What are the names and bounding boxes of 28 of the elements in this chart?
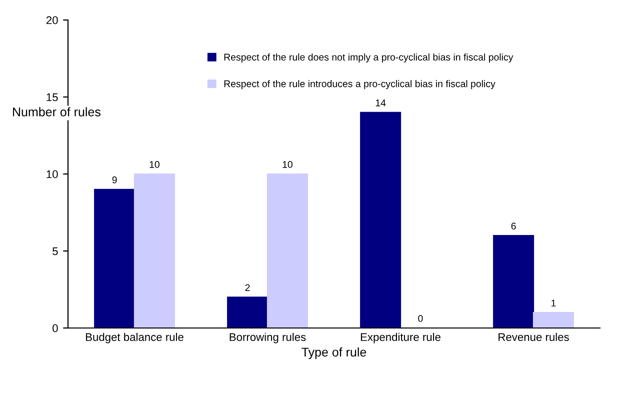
y-tick-label: 20 <box>46 16 58 24</box>
bar <box>532 312 574 328</box>
data-label: 1 <box>551 300 556 306</box>
data-label: 9 <box>112 176 117 184</box>
data-label: 6 <box>511 222 516 230</box>
data-label: 2 <box>245 284 250 292</box>
bar <box>134 173 175 328</box>
data-label: 10 <box>282 161 292 168</box>
bar <box>94 188 136 328</box>
bar <box>227 296 268 328</box>
data-label: 0 <box>418 315 423 322</box>
bar <box>360 112 402 328</box>
y-tick-label: 0 <box>52 324 58 332</box>
x-tick-label: Revenue rules <box>498 332 569 342</box>
legend-label: Respect of the rule introduces a pro-cyclical bias in fiscal policy <box>224 80 496 90</box>
y-axis-title: Number of rules <box>13 107 100 116</box>
bar <box>493 235 534 328</box>
legend-label: Respect of the rule does not imply a pro-cyclical bias in fiscal policy <box>224 53 514 63</box>
data-label: 10 <box>150 161 160 168</box>
y-tick-label: 10 <box>46 170 58 178</box>
x-tick-label: Budget balance rule <box>86 332 184 344</box>
y-tick-label: 5 <box>52 247 58 256</box>
x-axis-title: Type of rule <box>302 347 366 360</box>
data-label: 14 <box>376 100 386 106</box>
bar <box>266 173 308 328</box>
x-tick-label: Expenditure rule <box>360 332 440 344</box>
x-tick-label: Borrowing rules <box>230 332 306 344</box>
y-tick-label: 15 <box>46 93 58 102</box>
